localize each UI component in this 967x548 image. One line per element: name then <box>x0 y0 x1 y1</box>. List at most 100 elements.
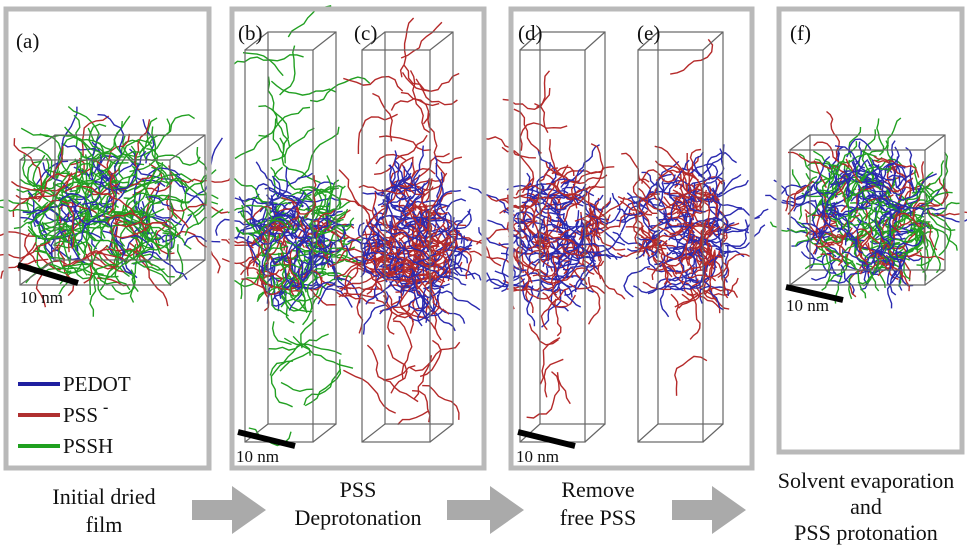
polymer-strand <box>393 320 413 380</box>
polymer-strand <box>929 183 947 207</box>
polymer-strand <box>310 200 352 215</box>
polymer-strand <box>136 242 169 257</box>
polymer-strand <box>263 225 287 235</box>
polymer-strand <box>88 123 125 158</box>
polymer-strand <box>377 176 411 207</box>
polymer-strand <box>515 217 545 250</box>
polymer-strand <box>81 175 105 205</box>
polymer-strand <box>347 239 396 249</box>
polymer-strand <box>674 211 712 227</box>
polymer-strand <box>692 176 723 187</box>
polymer-strand <box>695 236 745 258</box>
polymer-strand <box>861 149 874 182</box>
polymer-strand <box>636 236 657 256</box>
polymer-strand <box>618 210 649 228</box>
polymer-strand <box>428 222 446 262</box>
polymer-strand <box>521 196 553 209</box>
polymer-strand <box>96 248 154 267</box>
polymer-strand <box>821 204 856 242</box>
polymer-strand <box>526 268 571 281</box>
panel-frame <box>508 6 755 471</box>
polymer-strand <box>905 146 915 190</box>
polymer-strand <box>0 231 36 237</box>
polymer-strand <box>131 259 175 278</box>
polymer-strand <box>556 238 597 263</box>
polymer-strand <box>526 260 534 284</box>
polymer-strand <box>279 351 310 372</box>
polymer-strand <box>400 163 418 209</box>
polymer-strand <box>813 141 850 169</box>
polymer-strand <box>657 218 683 228</box>
polymer-strand <box>131 237 162 293</box>
polymer-strand <box>865 194 894 220</box>
polymer-strand <box>241 204 260 235</box>
polymer-strand <box>241 278 281 296</box>
polymer-strand <box>389 248 406 272</box>
polymer-strand <box>858 231 871 275</box>
polymer-strand <box>22 154 70 206</box>
polymer-strand <box>375 153 407 165</box>
polymer-strand <box>814 232 847 248</box>
polymer-strand <box>424 209 429 240</box>
polymer-strand <box>617 195 644 234</box>
polymer-strand <box>292 335 354 369</box>
polymer-strand <box>588 196 625 222</box>
polymer-strand <box>365 232 404 266</box>
polymer-strand <box>409 341 461 372</box>
polymer-strand <box>107 163 122 215</box>
polymer-strand <box>371 257 388 283</box>
polymer-strand <box>379 135 431 152</box>
polymer-strand <box>721 245 729 278</box>
polymer-strand <box>664 272 691 287</box>
polymer-strand <box>636 233 660 241</box>
polymer-strand <box>365 219 378 251</box>
polymer-strand <box>334 254 384 278</box>
polymer-strand <box>672 189 688 215</box>
polymer-strand <box>76 154 89 201</box>
polymer-strand <box>376 268 422 280</box>
polymer-strand <box>58 192 93 218</box>
polymer-strand <box>97 113 125 174</box>
polymer-strand <box>82 168 112 227</box>
polymer-strand <box>395 270 438 293</box>
polymer-strand <box>165 230 172 264</box>
polymer-strand <box>52 146 64 179</box>
polymer-strand <box>375 202 388 229</box>
scale-bar-lines <box>17 262 844 449</box>
polymer-strand <box>699 227 712 263</box>
panel-label: (b) <box>238 21 263 45</box>
polymer-strand <box>302 278 347 326</box>
polymer-strand <box>827 206 859 243</box>
polymer-strand <box>402 258 449 273</box>
polymer-strand <box>435 225 452 250</box>
polymer-strand <box>888 254 907 286</box>
polymer-strand <box>242 52 284 77</box>
polymer-strand <box>537 241 586 264</box>
polymer-strand <box>184 187 200 226</box>
polymer-strand <box>165 198 185 232</box>
polymer-strand <box>434 156 444 208</box>
polymer-strand <box>579 222 587 255</box>
polymer-strand <box>540 229 571 245</box>
polymer-strand <box>926 202 956 232</box>
polymer-strand <box>234 135 270 160</box>
polymer-strand <box>268 212 296 229</box>
polymer-strand <box>112 221 167 228</box>
polymer-strand <box>409 70 431 134</box>
polymer-strand <box>13 202 52 230</box>
legend-label: PSSH <box>63 434 113 458</box>
polymer-strand <box>502 210 532 224</box>
polymer-strand <box>392 205 407 226</box>
polymer-strand <box>827 160 845 189</box>
polymer-strand <box>247 228 289 245</box>
polymer-strand <box>279 45 296 96</box>
polymer-strand <box>19 216 55 260</box>
polymer-strand <box>123 192 191 204</box>
polymer-strand <box>415 78 458 106</box>
polymer-strand <box>289 282 307 311</box>
polymer-strand <box>255 183 275 194</box>
polymer-strand <box>260 269 280 312</box>
polymer-strand <box>405 273 442 284</box>
polymer-strand <box>564 193 608 223</box>
polymer-strand <box>888 220 901 263</box>
